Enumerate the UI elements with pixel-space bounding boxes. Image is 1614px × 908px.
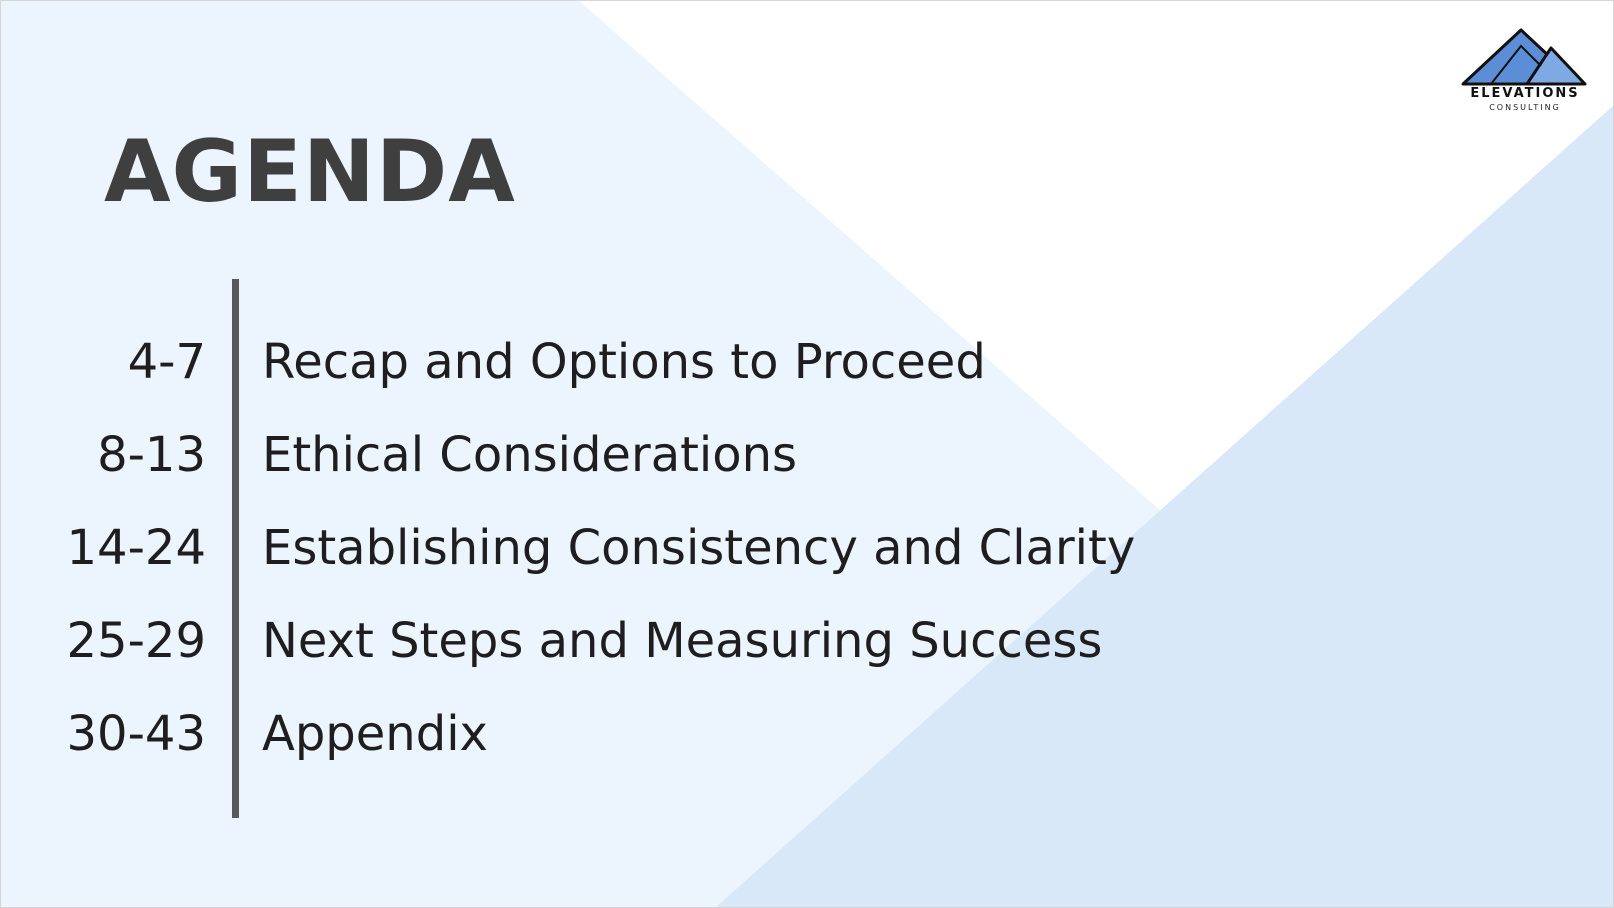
agenda-item-pages: 8-13 [97, 427, 206, 483]
agenda-item: 4-7 Recap and Options to Proceed [0, 316, 1400, 409]
agenda-item-topic: Ethical Considerations [262, 427, 798, 483]
agenda-list: 4-7 Recap and Options to Proceed 8-13 Et… [0, 316, 1400, 781]
agenda-item-topic: Appendix [262, 706, 488, 762]
mountain-icon [1461, 28, 1587, 86]
agenda-item-topic: Establishing Consistency and Clarity [262, 520, 1136, 576]
agenda-item: 25-29 Next Steps and Measuring Success [0, 595, 1400, 688]
agenda-item-pages: 4-7 [127, 334, 206, 390]
agenda-item: 30-43 Appendix [0, 688, 1400, 781]
agenda-item-pages: 14-24 [66, 520, 206, 576]
logo-name: ELEVATIONS [1470, 86, 1580, 101]
background-blue-triangle [715, 105, 1614, 908]
agenda-item-topic: Recap and Options to Proceed [262, 334, 986, 390]
agenda-item: 14-24 Establishing Consistency and Clari… [0, 502, 1400, 595]
agenda-item-pages: 30-43 [66, 706, 206, 762]
agenda-item: 8-13 Ethical Considerations [0, 409, 1400, 502]
agenda-divider [232, 279, 239, 818]
agenda-item-pages: 25-29 [66, 613, 206, 669]
company-logo: ELEVATIONS CONSULTING [1455, 26, 1595, 116]
agenda-item-topic: Next Steps and Measuring Success [262, 613, 1103, 669]
logo-tagline: CONSULTING [1489, 103, 1561, 112]
page-title: AGENDA [104, 122, 516, 222]
